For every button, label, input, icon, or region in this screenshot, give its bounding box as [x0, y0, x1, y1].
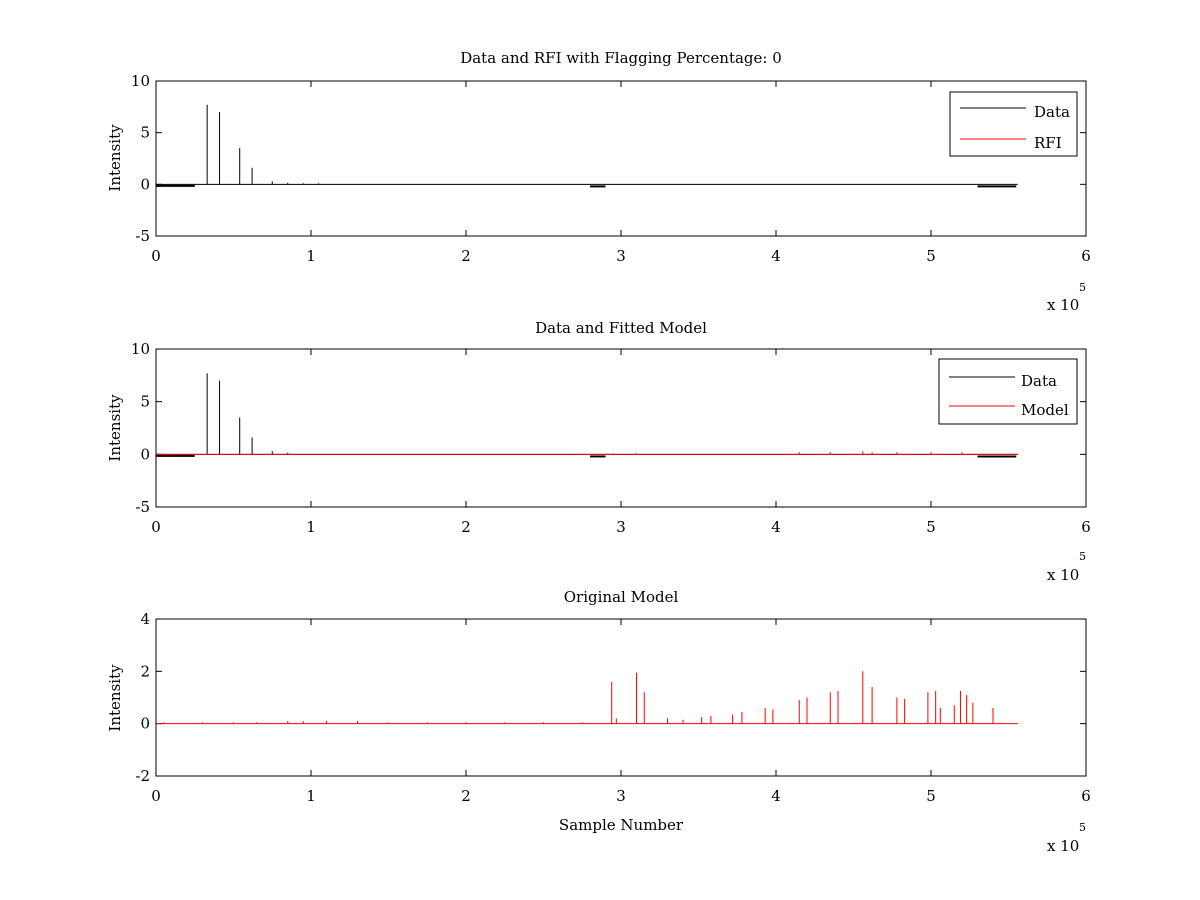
y-tick-label: 5 [140, 393, 150, 411]
x-tick-label: 3 [616, 247, 626, 265]
x-tick-label: 3 [616, 787, 626, 805]
x-tick-label: 2 [461, 247, 471, 265]
subplot-2-legend: Data Model [938, 358, 1078, 425]
y-tick-label: 0 [140, 715, 150, 733]
y-tick-label: 10 [131, 340, 150, 358]
subplot-1-ylabel: Intensity [106, 124, 124, 192]
subplot-1-title: Data and RFI with Flagging Percentage: 0 [460, 49, 782, 67]
x-tick-label: 6 [1081, 787, 1091, 805]
y-tick-label: 5 [140, 124, 150, 142]
x-tick-label: 1 [306, 787, 316, 805]
subplot-3-axes-box [155, 618, 1087, 777]
subplot-3-ylabel: Intensity [106, 664, 124, 732]
x-tick-label: 0 [151, 787, 161, 805]
x-tick-label: 1 [306, 518, 316, 536]
subplot-3-x-exponent-power: 5 [1079, 821, 1086, 834]
subplot-1-legend: Data RFI [949, 91, 1078, 157]
x-tick-label: 6 [1081, 247, 1091, 265]
subplot-2-legend-box [938, 358, 1078, 425]
subplot-2-axes-box [155, 348, 1087, 508]
x-tick-label: 5 [926, 247, 936, 265]
y-tick-label: -5 [135, 227, 150, 245]
x-tick-label: 0 [151, 518, 161, 536]
y-tick-label: 2 [140, 662, 150, 680]
subplot-1-legend-box [949, 91, 1078, 157]
x-tick-label: 4 [771, 518, 781, 536]
x-tick-label: 6 [1081, 518, 1091, 536]
y-tick-label: 0 [140, 445, 150, 463]
subplot-2: Data and Fitted Model Intensity 0 1 2 3 4 5 6 -… [106, 319, 1091, 584]
subplot-3-xlabel: Sample Number [559, 816, 684, 834]
subplot-2-ylabel: Intensity [106, 394, 124, 462]
subplot-2-title: Data and Fitted Model [535, 319, 707, 337]
subplot-1-x-exponent-power: 5 [1079, 281, 1086, 294]
x-tick-label: 4 [771, 787, 781, 805]
x-tick-label: 1 [306, 247, 316, 265]
x-tick-label: 2 [461, 787, 471, 805]
x-tick-label: 3 [616, 518, 626, 536]
subplot-2-x-exponent-power: 5 [1079, 550, 1086, 563]
subplot-1-axes-box [155, 80, 1087, 237]
subplot-1-legend-label-data: Data [1034, 103, 1070, 121]
x-tick-label: 0 [151, 247, 161, 265]
y-tick-label: -5 [135, 498, 150, 516]
x-tick-label: 5 [926, 518, 936, 536]
subplot-1-x-exponent: x 10 [1047, 296, 1079, 314]
y-tick-label: 4 [140, 610, 150, 628]
y-tick-label: 0 [140, 175, 150, 193]
x-tick-label: 5 [926, 787, 936, 805]
x-tick-label: 2 [461, 518, 471, 536]
y-tick-label: 10 [131, 72, 150, 90]
subplot-2-legend-label-data: Data [1021, 372, 1057, 390]
y-tick-label: -2 [135, 767, 150, 785]
subplot-2-x-exponent: x 10 [1047, 566, 1079, 584]
subplot-2-legend-label-model: Model [1021, 401, 1069, 419]
subplot-1: Data and RFI with Flagging Percentage: 0… [106, 49, 1091, 314]
x-tick-label: 4 [771, 247, 781, 265]
subplot-3-title: Original Model [564, 588, 679, 606]
subplot-1-legend-label-rfi: RFI [1034, 134, 1062, 152]
subplot-3-x-exponent: x 10 [1047, 837, 1079, 855]
